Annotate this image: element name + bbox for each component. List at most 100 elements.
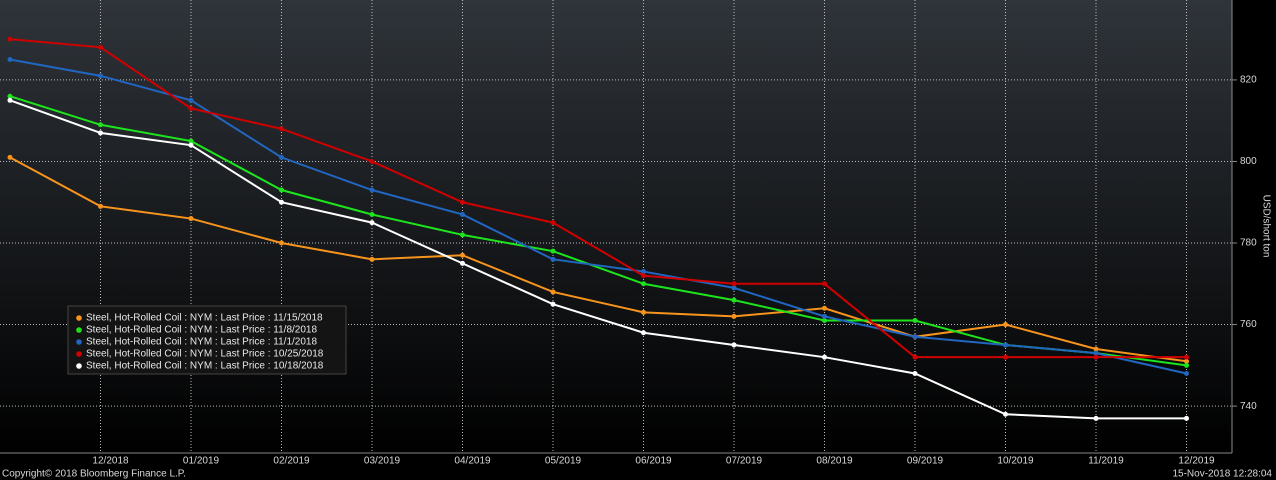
legend-box	[67, 305, 347, 375]
point	[7, 97, 13, 103]
point	[460, 232, 465, 238]
point	[1184, 415, 1189, 421]
point	[731, 285, 737, 291]
timestamp: 15-Nov-2018 12:28:04	[1172, 469, 1272, 480]
point	[1093, 350, 1099, 356]
point	[822, 313, 827, 319]
x-tick-label: 06/2019	[635, 456, 672, 467]
x-tick-label: 01/2019	[183, 456, 220, 467]
point	[1093, 346, 1099, 352]
point	[550, 220, 556, 226]
point	[460, 252, 465, 258]
point	[641, 269, 646, 275]
x-tick-label: 10/2019	[997, 456, 1034, 467]
plot-area	[0, 0, 1232, 453]
point	[279, 154, 284, 160]
point	[7, 57, 13, 63]
y-tick-label: 780	[1240, 238, 1257, 249]
x-tick-label: 07/2019	[726, 456, 763, 467]
y-tick-label: 800	[1240, 156, 1257, 167]
point	[912, 370, 918, 376]
legend-label: Steel, Hot-Rolled Coil : NYM : Last Pric…	[86, 313, 323, 324]
series-line	[9, 38, 1187, 359]
point	[822, 305, 827, 311]
point	[7, 36, 13, 42]
point	[731, 342, 737, 348]
point	[912, 334, 918, 340]
x-tick-label: 12/2019	[1178, 456, 1215, 467]
x-tick-label: 02/2019	[273, 456, 310, 467]
point	[731, 281, 737, 287]
point	[1184, 358, 1189, 364]
point	[822, 281, 827, 287]
point	[369, 158, 375, 164]
point	[550, 301, 556, 307]
point	[188, 138, 194, 144]
series-line	[9, 95, 1187, 367]
x-tick-label: 04/2019	[454, 456, 491, 467]
x-tick-label: 03/2019	[364, 456, 401, 467]
point	[1093, 354, 1099, 360]
point	[1003, 411, 1008, 417]
series-line	[9, 58, 1187, 375]
point	[188, 216, 194, 222]
point	[912, 317, 918, 323]
x-tick-label: 08/2019	[816, 456, 853, 467]
point	[98, 122, 103, 128]
point	[1003, 354, 1008, 360]
point	[98, 203, 103, 209]
legend-marker	[76, 315, 82, 321]
point	[188, 105, 194, 111]
legend-label: Steel, Hot-Rolled Coil : NYM : Last Pric…	[86, 325, 317, 336]
point	[641, 273, 646, 279]
point	[1184, 370, 1189, 376]
legend-label: Steel, Hot-Rolled Coil : NYM : Last Pric…	[86, 361, 324, 372]
x-tick-label: 12/2018	[92, 456, 129, 467]
point	[731, 313, 737, 319]
point	[188, 97, 194, 103]
y-tick-label: 760	[1240, 319, 1257, 330]
point	[460, 211, 465, 217]
legend-marker	[76, 351, 82, 357]
legend-marker	[76, 363, 82, 369]
point	[98, 130, 103, 136]
x-tick-label: 05/2019	[545, 456, 582, 467]
point	[822, 354, 827, 360]
point	[7, 93, 13, 99]
point	[550, 289, 556, 295]
point	[279, 199, 284, 205]
point	[369, 211, 375, 217]
point	[822, 317, 827, 323]
point	[369, 220, 375, 226]
point	[98, 44, 103, 50]
point	[1003, 322, 1008, 328]
point	[369, 187, 375, 193]
y-axis-label: USD/short ton	[1260, 195, 1271, 258]
point	[1093, 415, 1099, 421]
point	[641, 330, 646, 336]
y-tick-label: 740	[1240, 401, 1257, 412]
x-tick-label: 09/2019	[907, 456, 944, 467]
series-line	[9, 156, 1187, 363]
point	[731, 297, 737, 303]
point	[188, 142, 194, 148]
point	[1184, 362, 1189, 368]
legend-marker	[76, 339, 82, 345]
point	[641, 281, 646, 287]
point	[460, 199, 465, 205]
point	[279, 240, 284, 246]
point	[1184, 354, 1189, 360]
point	[912, 354, 918, 360]
point	[7, 154, 13, 160]
point	[98, 73, 103, 79]
point	[550, 248, 556, 254]
copyright: Copyright© 2018 Bloomberg Finance L.P.	[2, 469, 186, 480]
point	[641, 309, 646, 315]
point	[460, 260, 465, 266]
series-line	[9, 99, 1187, 420]
point	[279, 126, 284, 132]
legend-marker	[76, 327, 82, 333]
legend-label: Steel, Hot-Rolled Coil : NYM : Last Pric…	[86, 337, 317, 348]
point	[279, 187, 284, 193]
